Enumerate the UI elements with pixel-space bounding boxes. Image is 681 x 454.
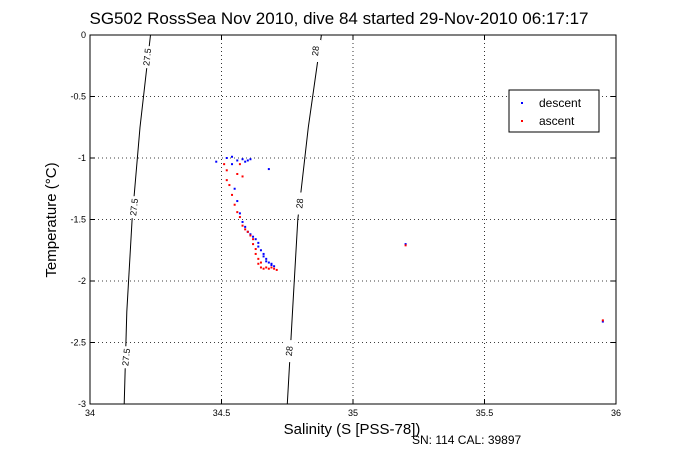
y-tick-label: -1 (78, 153, 86, 163)
descent-point (601, 320, 604, 323)
descent-point (254, 238, 257, 241)
descent-point (257, 245, 260, 248)
descent-point (215, 160, 218, 163)
descent-point (233, 187, 236, 190)
descent-point (404, 243, 407, 246)
y-tick-label: -1.5 (70, 215, 86, 225)
ascent-point (223, 163, 226, 166)
ascent-point (259, 261, 262, 264)
descent-point (270, 264, 273, 267)
ascent-point (267, 267, 270, 270)
descent-point (236, 200, 239, 203)
descent-point (236, 159, 239, 162)
descent-point (265, 260, 268, 263)
contour-label: 27.5 (120, 348, 132, 366)
ascent-point (231, 193, 234, 196)
contour-label-background (129, 196, 140, 219)
plot-area: 27.5 27.5 27.5 28 28 28 34 34.5 35 35.5 36 0 -0.5 -1 -… (70, 30, 621, 418)
y-tick-label: -3 (78, 399, 86, 409)
descent-point (231, 155, 234, 158)
ascent-point (252, 243, 255, 246)
descent-point (225, 157, 228, 159)
y-axis-label: Temperature (°C) (43, 162, 60, 277)
density-contour-27-5 (123, 34, 151, 405)
y-tick-label: -2 (78, 276, 86, 286)
legend-marker-ascent (521, 120, 523, 122)
contour-label: 28 (310, 45, 321, 56)
ascent-point (252, 238, 255, 241)
descent-point (267, 261, 270, 264)
legend-box (508, 89, 600, 133)
contour-label-background (121, 346, 132, 369)
legend-marker-descent (521, 102, 523, 104)
ascent-point (233, 203, 236, 206)
descent-point (262, 252, 265, 255)
y-tick-label: -0.5 (70, 92, 86, 102)
y-tick-label: 0 (81, 30, 86, 40)
ascent-point (238, 163, 241, 166)
serial-calibration-note: SN: 114 CAL: 39897 (412, 433, 522, 447)
ascent-point (236, 172, 239, 175)
ascent-point (254, 248, 257, 251)
ascent-point (238, 216, 241, 219)
ascent-point (244, 228, 247, 231)
descent-point (241, 158, 244, 161)
ascent-point (257, 257, 260, 260)
descent-point (267, 168, 270, 171)
ascent-point (225, 169, 228, 172)
y-tick-label: -2.5 (70, 338, 86, 348)
ascent-point (259, 266, 262, 269)
ascent-point (228, 184, 231, 187)
x-tick-label: 34.5 (213, 408, 231, 418)
ascent-point (273, 267, 276, 270)
x-tick-label: 34 (85, 408, 95, 418)
x-tick-label: 35.5 (476, 408, 494, 418)
x-tick-label: 35 (348, 408, 358, 418)
ascent-point (246, 230, 249, 233)
ascent-point (254, 252, 257, 255)
ascent-point (257, 262, 260, 265)
x-axis-label: Salinity (S [PSS-78]) (284, 421, 421, 438)
ascent-point (236, 211, 239, 214)
legend-label-ascent: ascent (539, 114, 575, 128)
descent-point (252, 235, 255, 238)
descent-point (244, 225, 247, 228)
contour-label: 28 (294, 198, 305, 209)
contour-label-background (142, 46, 153, 69)
contour-label: 27.5 (141, 48, 153, 66)
ascent-point (262, 267, 265, 270)
descent-point (246, 159, 249, 162)
chart-title: SG502 RossSea Nov 2010, dive 84 started … (90, 9, 589, 28)
descent-point (249, 158, 252, 161)
descent-point (238, 212, 241, 215)
descent-point (270, 262, 273, 265)
legend-label-descent: descent (539, 96, 582, 110)
descent-point (241, 220, 244, 223)
ascent-point (275, 268, 278, 271)
contour-label-background (284, 340, 295, 363)
ascent-point (241, 224, 244, 227)
contour-label-background (311, 39, 322, 62)
x-tick-label: 36 (611, 408, 621, 418)
contour-label: 27.5 (128, 198, 140, 216)
descent-point (273, 265, 276, 268)
ascent-point (404, 244, 407, 247)
contour-label-background (295, 192, 306, 215)
descent-point (259, 249, 262, 252)
ascent-point (249, 234, 252, 237)
contour-label: 28 (284, 346, 295, 357)
ascent-point (601, 319, 604, 322)
ascent-point (225, 179, 228, 182)
descent-point (244, 160, 247, 163)
descent-point (249, 233, 252, 236)
descent-point (262, 255, 265, 258)
descent-point (265, 257, 268, 260)
descent-point (231, 163, 234, 166)
descent-point (257, 241, 260, 244)
ascent-point (241, 175, 244, 178)
ascent-point (265, 266, 268, 269)
ascent-point (270, 266, 273, 269)
